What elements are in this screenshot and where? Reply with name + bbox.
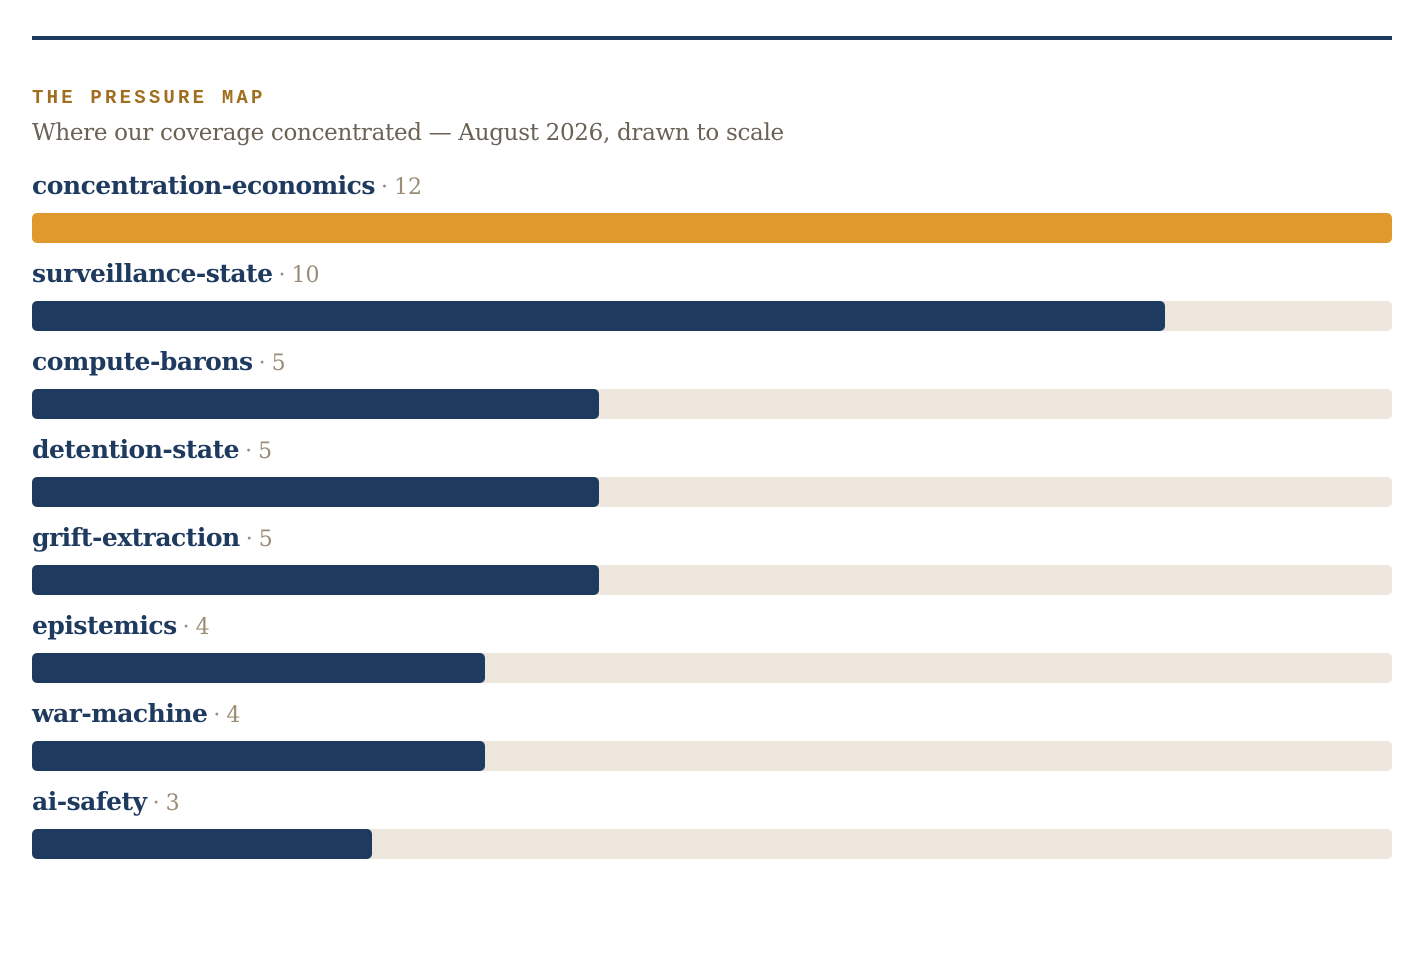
bar-compute-barons [32, 389, 599, 419]
bar-row-epistemics: epistemics · 4 [32, 609, 1392, 697]
bar-detention-state [32, 477, 599, 507]
bar-track [32, 653, 1392, 683]
value-label: 5 [271, 351, 286, 376]
pressure-map-chart: THE PRESSURE MAP Where our coverage conc… [32, 36, 1392, 873]
bar-row-detention-state: detention-state · 5 [32, 433, 1392, 521]
category-label: grift-extraction [32, 523, 240, 552]
label-separator: · [213, 703, 221, 728]
label-separator: · [258, 351, 266, 376]
value-label: 12 [393, 175, 422, 200]
bar-row-concentration-economics: concentration-economics · 12 [32, 169, 1392, 257]
value-label: 5 [258, 527, 273, 552]
category-label: concentration-economics [32, 171, 375, 200]
bar-row-ai-safety: ai-safety · 3 [32, 785, 1392, 873]
label-separator: · [380, 175, 388, 200]
bar-label: ai-safety · 3 [32, 785, 1392, 823]
bar-track [32, 829, 1392, 859]
category-label: epistemics [32, 611, 177, 640]
bar-label: compute-barons · 5 [32, 345, 1392, 383]
bar-row-grift-extraction: grift-extraction · 5 [32, 521, 1392, 609]
label-separator: · [278, 263, 286, 288]
bar-label: detention-state · 5 [32, 433, 1392, 471]
chart-subtitle: Where our coverage concentrated — August… [32, 120, 784, 146]
bar-war-machine [32, 741, 485, 771]
category-label: war-machine [32, 699, 208, 728]
bar-grift-extraction [32, 565, 599, 595]
bar-row-surveillance-state: surveillance-state · 10 [32, 257, 1392, 345]
label-separator: · [245, 439, 253, 464]
bar-label: grift-extraction · 5 [32, 521, 1392, 559]
label-separator: · [245, 527, 253, 552]
value-label: 10 [291, 263, 320, 288]
chart-kicker: THE PRESSURE MAP [32, 87, 266, 109]
bar-row-war-machine: war-machine · 4 [32, 697, 1392, 785]
bar-row-compute-barons: compute-barons · 5 [32, 345, 1392, 433]
bar-track [32, 301, 1392, 331]
value-label: 4 [226, 703, 241, 728]
bar-label: epistemics · 4 [32, 609, 1392, 647]
bar-track [32, 389, 1392, 419]
top-rule [32, 36, 1392, 40]
bar-track [32, 741, 1392, 771]
bar-list: concentration-economics · 12 surveillance-s… [32, 169, 1392, 873]
bar-track [32, 213, 1392, 243]
label-separator: · [152, 791, 160, 816]
label-separator: · [182, 615, 190, 640]
bar-track [32, 477, 1392, 507]
category-label: compute-barons [32, 347, 253, 376]
value-label: 4 [195, 615, 210, 640]
bar-track [32, 565, 1392, 595]
category-label: ai-safety [32, 787, 147, 816]
bar-concentration-economics [32, 213, 1392, 243]
value-label: 3 [165, 791, 180, 816]
bar-label: concentration-economics · 12 [32, 169, 1392, 207]
bar-label: war-machine · 4 [32, 697, 1392, 735]
bar-ai-safety [32, 829, 372, 859]
bar-label: surveillance-state · 10 [32, 257, 1392, 295]
category-label: detention-state [32, 435, 240, 464]
value-label: 5 [258, 439, 273, 464]
category-label: surveillance-state [32, 259, 273, 288]
bar-surveillance-state [32, 301, 1165, 331]
bar-epistemics [32, 653, 485, 683]
